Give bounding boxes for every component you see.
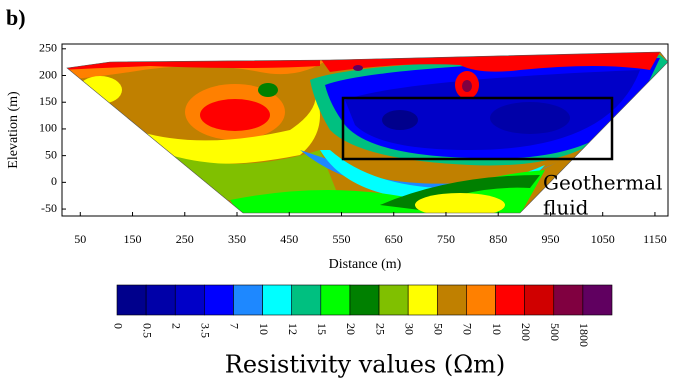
x-tick-label: 1150 — [643, 232, 667, 246]
colorbar-label: 0 — [111, 323, 125, 329]
y-tick-label: 150 — [39, 94, 57, 108]
color-swatch — [116, 284, 147, 316]
color-swatch — [436, 284, 467, 316]
y-tick-label: 50 — [45, 147, 57, 161]
color-swatch — [233, 284, 263, 316]
x-tick-label: 650 — [385, 232, 403, 246]
color-swatch — [291, 284, 322, 316]
x-tick-label: 950 — [541, 232, 559, 246]
colorbar-label: 3.5 — [199, 323, 213, 338]
x-tick-label: 850 — [489, 232, 507, 246]
y-tick-label: 250 — [39, 41, 57, 55]
y-axis-label: Elevation (m) — [6, 91, 21, 169]
annotation: Geothermal — [543, 171, 662, 195]
color-swatch — [553, 284, 584, 316]
color-swatch — [174, 284, 205, 316]
colorbar-label: 50 — [432, 323, 446, 335]
x-tick-label: 1050 — [591, 232, 615, 246]
colorbar-label: 10 — [257, 323, 271, 335]
x-tick-label: 550 — [332, 232, 350, 246]
color-swatch — [466, 284, 496, 316]
color-swatch — [204, 284, 234, 316]
y-tick-label: -50 — [41, 201, 57, 215]
color-swatch — [145, 284, 176, 316]
colorbar-label: 20 — [344, 323, 358, 335]
x-tick-label: 350 — [228, 232, 246, 246]
x-tick-label: 450 — [280, 232, 298, 246]
x-tick-label: 50 — [74, 232, 86, 246]
color-swatch — [320, 284, 351, 316]
color-swatch — [262, 284, 293, 316]
colorbar-label: 30 — [402, 323, 416, 335]
x-axis-label: Distance (m) — [329, 257, 402, 272]
colorbar-label: 12 — [286, 323, 300, 335]
colorbar-label: 500 — [548, 323, 562, 341]
colorbar-label: 0.5 — [140, 323, 154, 338]
color-swatch — [582, 284, 613, 316]
colorbar-label: 25 — [373, 323, 387, 335]
y-tick-label: 0 — [51, 174, 57, 188]
colorbar-label: 1800 — [577, 323, 591, 347]
color-swatch — [378, 284, 409, 316]
colorbar-label: 15 — [315, 323, 329, 335]
colorbar-label: 7 — [228, 323, 242, 329]
color-swatch — [495, 284, 525, 316]
x-tick-label: 150 — [124, 232, 142, 246]
colorbar-label: 70 — [461, 323, 475, 335]
color-swatch — [407, 284, 438, 316]
panel-label: b) — [6, 5, 26, 30]
colorbar-title: Resistivity values (Ωm) — [225, 351, 506, 379]
x-tick-label: 750 — [437, 232, 455, 246]
colorbar-label: 200 — [519, 323, 533, 341]
color-swatch — [524, 284, 555, 316]
y-tick-label: 100 — [39, 121, 57, 135]
colorbar-label: 10 — [490, 323, 504, 335]
colorbar-label: 2 — [169, 323, 183, 329]
x-tick-label: 250 — [176, 232, 194, 246]
y-tick-label: 200 — [39, 67, 57, 81]
plot-frame — [61, 43, 669, 217]
color-swatch — [349, 284, 380, 316]
highlight-box — [341, 96, 614, 161]
annotation: fluid — [543, 196, 589, 220]
